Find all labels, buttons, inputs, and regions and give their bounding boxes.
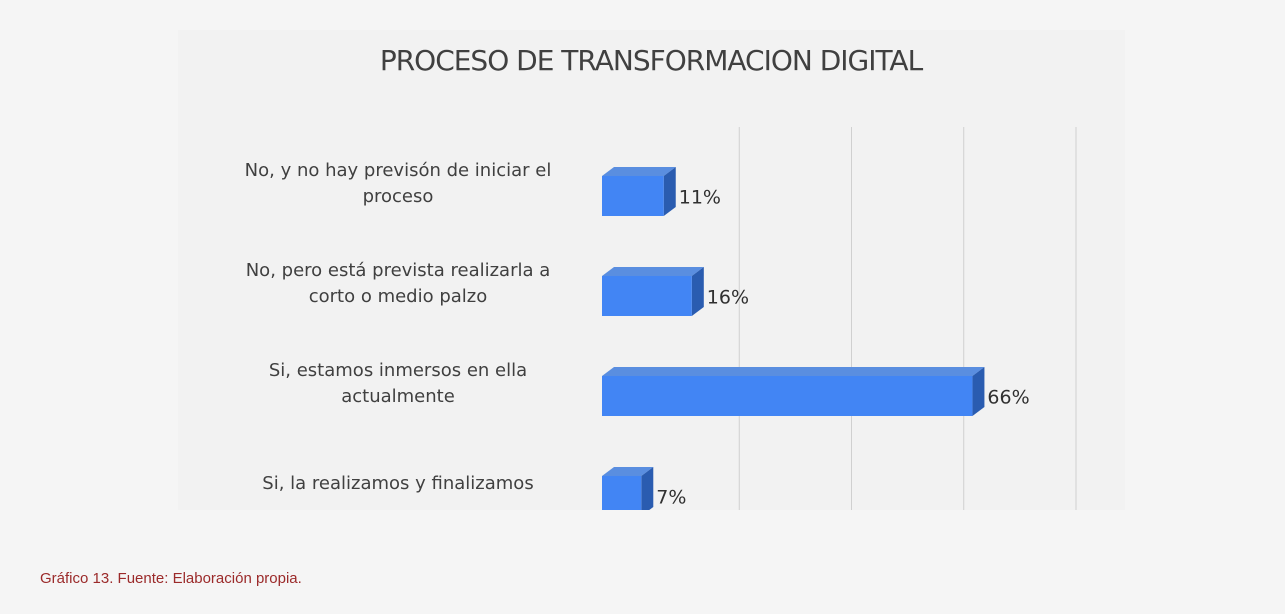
bar-side	[972, 367, 985, 416]
chart: PROCESO DE TRANSFORMACION DIGITAL 11% 16%…	[379, 44, 1077, 510]
bar-top	[602, 367, 985, 376]
bar-top	[602, 167, 676, 176]
bar	[602, 476, 642, 510]
data-label: 66%	[987, 387, 1029, 409]
category-label: No, y no hay previsón de iniciar el proc…	[244, 160, 552, 207]
bar	[602, 276, 692, 316]
data-label: 16%	[707, 287, 749, 309]
caption: Gráfico 13. Fuente: Elaboración propia.	[40, 570, 302, 587]
bar	[602, 176, 664, 216]
data-label: 11%	[679, 187, 721, 209]
category-label: No, pero está prevista realizarla a cort…	[245, 260, 551, 307]
plot: 11% 16% 66% 7%	[602, 127, 1077, 510]
data-label: 7%	[656, 487, 686, 509]
bar-side	[663, 167, 676, 216]
bar-top	[602, 267, 704, 276]
bar-side	[691, 267, 704, 316]
bar-top	[602, 467, 654, 476]
bar-side	[641, 467, 654, 510]
bar	[602, 376, 973, 416]
category-label: Si, la realizamos y finalizamos	[262, 473, 534, 494]
chart-title: PROCESO DE TRANSFORMACION DIGITAL	[380, 44, 924, 77]
category-label: Si, estamos inmersos en ella actualmente	[268, 360, 528, 407]
